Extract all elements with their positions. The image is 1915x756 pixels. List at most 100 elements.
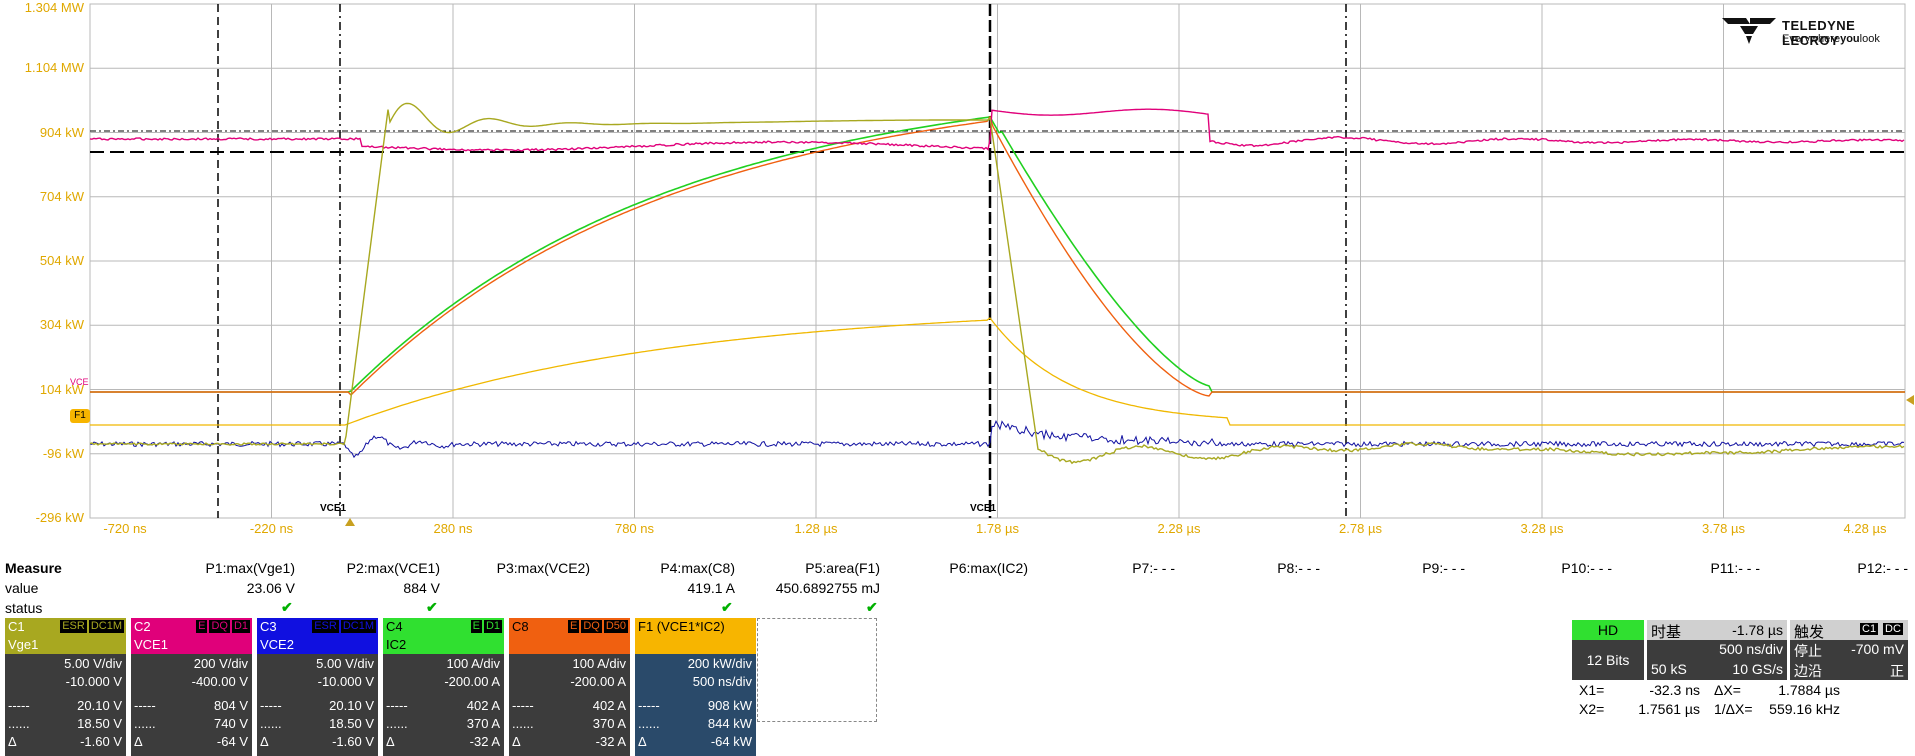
- channel-id: F1 (VCE1*IC2): [638, 619, 725, 634]
- y-axis-tick-label: 104 kW: [39, 381, 84, 397]
- channel-label: VCE1: [131, 636, 252, 654]
- y-axis-tick-label: 504 kW: [39, 253, 84, 268]
- measure-status-label: status: [5, 600, 43, 616]
- channel-badge: D1: [483, 620, 502, 633]
- channel-badges: ESR DC1M: [58, 620, 124, 633]
- cursor-x1-label: X1=: [1579, 682, 1605, 698]
- status-ok-icon: ✔: [426, 599, 438, 615]
- timebase-rate: 10 GS/s: [1732, 661, 1783, 677]
- trigger-label: 触发: [1794, 624, 1825, 641]
- x-axis-tick-label: 4.28 µs: [1843, 521, 1887, 536]
- cursor-row-key: -----: [386, 698, 408, 713]
- cursor-x2-label: X2=: [1579, 701, 1605, 717]
- measure-param-name[interactable]: P7:- - -: [1132, 560, 1175, 576]
- cursor-row-value: 844 kW: [707, 716, 752, 731]
- cursor-row-value: 20.10 V: [77, 698, 122, 713]
- cursor-inv-value: 559.16 kHz: [1769, 701, 1840, 717]
- channel-cursor-values: ----- 402 A...... 370 A Δ -32 A: [383, 698, 504, 756]
- trigger-slope: 正: [1890, 663, 1904, 679]
- channel-label: VCE2: [257, 636, 378, 654]
- y-axis-tick-label: 1.104 MW: [24, 60, 84, 76]
- measure-param-name[interactable]: P3:max(VCE2): [496, 560, 590, 576]
- measure-param-name[interactable]: P6:max(IC2): [949, 560, 1028, 576]
- cursor-row-key: -----: [8, 698, 30, 713]
- channel-cursor-values: ----- 20.10 V...... 18.50 V Δ -1.60 V: [257, 698, 378, 756]
- channel-offset: -10.000 V: [317, 674, 374, 689]
- cursor-row-value: 18.50 V: [329, 716, 374, 731]
- f1-trace-marker[interactable]: F1: [70, 409, 90, 423]
- bits-label: 12 Bits: [1572, 640, 1644, 680]
- cursor-x1-marker[interactable]: VCE1: [320, 503, 347, 514]
- channel-offset: 500 ns/div: [692, 674, 752, 689]
- x-axis-tick-label: -720 ns: [103, 521, 147, 536]
- timebase-descriptor[interactable]: 时基 -1.78 µs 500 ns/div 50 kS 10 GS/s: [1647, 620, 1787, 680]
- y-axis-tick-label: 1.304 MW: [24, 0, 84, 15]
- channel-id: C4: [386, 619, 403, 634]
- channel-offset: -200.00 A: [570, 674, 626, 689]
- y-axis-tick-label: 304 kW: [39, 317, 84, 333]
- cursor-row-value: -1.60 V: [332, 734, 374, 749]
- channel-badges: ESR DC1M: [310, 620, 376, 633]
- trigger-type: 边沿: [1794, 663, 1822, 679]
- channel-label: Vge1: [5, 636, 126, 654]
- vce2-trace: [89, 419, 1905, 459]
- cursor-row-key: ......: [8, 716, 30, 731]
- cursor-row-key: ......: [260, 716, 282, 731]
- measure-param-name[interactable]: P5:area(F1): [805, 560, 880, 576]
- vce-trace-marker[interactable]: VCE: [70, 377, 89, 387]
- channel-badge: D50: [603, 620, 628, 633]
- cursor-row-value: 370 A: [592, 716, 626, 731]
- logo-wordmark: TELEDYNE LECROY: [1782, 18, 1856, 48]
- empty-descriptor-slot[interactable]: [757, 618, 877, 722]
- channel-id: C8: [512, 619, 529, 634]
- trigger-position-marker[interactable]: [345, 518, 355, 526]
- cursor-row-key: ......: [638, 716, 660, 731]
- channel-vdiv: 200 V/div: [193, 656, 248, 671]
- channel-vdiv: 200 kW/div: [687, 656, 752, 671]
- cursor-x2-marker[interactable]: VCE1: [970, 503, 997, 514]
- cursor-row-value: -64 kW: [710, 734, 752, 749]
- vce1-trace: [89, 108, 1905, 152]
- channel-offset: -200.00 A: [444, 674, 500, 689]
- trigger-descriptor[interactable]: 触发 C1 DC 停止 -700 mV 边沿 正: [1790, 620, 1908, 680]
- cursor-row-key: -----: [260, 698, 282, 713]
- measure-param-name[interactable]: P8:- - -: [1277, 560, 1320, 576]
- channel-header: C1 ESR DC1M: [5, 618, 126, 636]
- waveform-display[interactable]: [0, 0, 1915, 530]
- f1-trace: [90, 317, 1905, 426]
- channel-label: [635, 636, 756, 654]
- channel-badge: DC1M: [88, 620, 124, 633]
- y-axis-tick-label: 704 kW: [39, 188, 84, 204]
- measure-param-name[interactable]: P12:- - -: [1857, 560, 1908, 576]
- channel-header: C4 E D1: [383, 618, 504, 636]
- cursor-row-key: Δ: [8, 734, 17, 749]
- channel-vdiv: 5.00 V/div: [64, 656, 122, 671]
- measure-value-label: value: [5, 580, 39, 596]
- channel-badge: E: [196, 620, 208, 633]
- cursor-row-value: 402 A: [592, 698, 626, 713]
- trigger-level-marker[interactable]: [1906, 395, 1914, 405]
- cursor-row-value: -1.60 V: [80, 734, 122, 749]
- channel-badge: DQ: [209, 620, 230, 633]
- measure-param-name[interactable]: P2:max(VCE1): [346, 560, 440, 576]
- cursor-row-value: 402 A: [466, 698, 500, 713]
- cursor-row-key: Δ: [512, 734, 521, 749]
- measure-param-name[interactable]: P9:- - -: [1422, 560, 1465, 576]
- channel-id: C2: [134, 619, 151, 634]
- channel-descriptor-c2[interactable]: C2 E DQ D1 VCE1 200 V/div -400.00 V: [131, 618, 252, 721]
- measure-param-name[interactable]: P4:max(C8): [660, 560, 735, 576]
- hd-badge: HD: [1572, 620, 1644, 640]
- measure-param-name[interactable]: P11:- - -: [1710, 560, 1760, 576]
- y-axis-tick-label: -296 kW: [35, 510, 84, 525]
- cursor-x2-value: 1.7561 µs: [1638, 701, 1700, 717]
- cursor-x1-value: -32.3 ns: [1649, 682, 1700, 698]
- measure-param-name[interactable]: P1:max(Vge1): [205, 560, 295, 576]
- cursor-row-key: ......: [386, 716, 408, 731]
- measure-param-name[interactable]: P10:- - -: [1561, 560, 1612, 576]
- cursor-row-value: 18.50 V: [77, 716, 122, 731]
- channel-header: F1 (VCE1*IC2): [635, 618, 756, 636]
- channel-cursor-values: ----- 402 A...... 370 A Δ -32 A: [509, 698, 630, 756]
- measure-param-value: 419.1 A: [687, 580, 736, 596]
- cursor-row-key: Δ: [134, 734, 143, 749]
- cursor-row-key: Δ: [386, 734, 395, 749]
